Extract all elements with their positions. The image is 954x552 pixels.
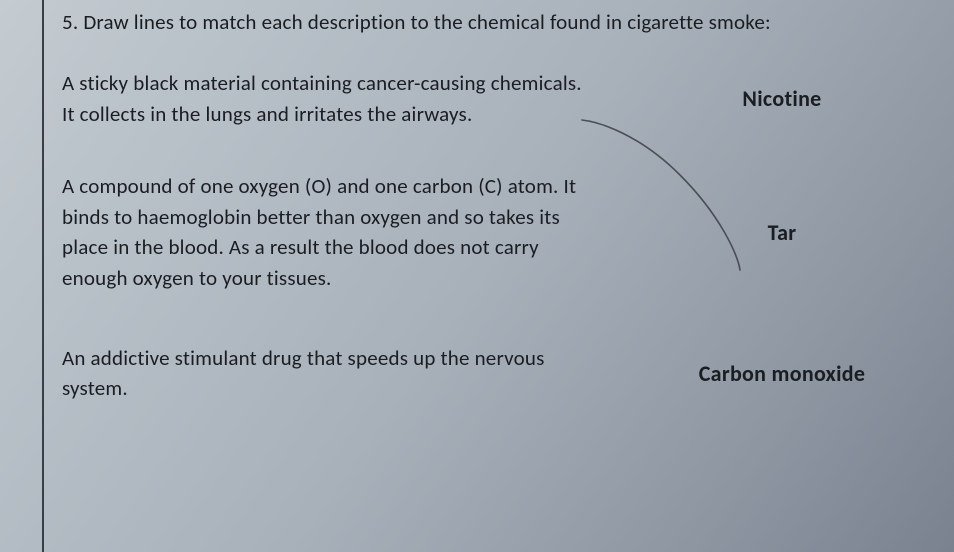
chemical-2: Tar [582,219,942,246]
question-instruction: 5. Draw lines to match each description … [62,8,942,36]
match-row-1: A sticky black material containing cance… [62,68,942,129]
match-row-2: A compound of one oxygen (O) and one car… [62,171,942,293]
description-2: A compound of one oxygen (O) and one car… [62,171,582,293]
question-number: 5. [62,9,78,35]
chemical-3: Carbon monoxide [582,360,942,387]
description-1: A sticky black material containing cance… [62,68,582,129]
description-3: An addictive stimulant drug that speeds … [62,343,582,404]
match-row-3: An addictive stimulant drug that speeds … [62,343,942,404]
chemical-1: Nicotine [582,85,942,112]
instruction-text: Draw lines to match each description to … [83,9,771,35]
worksheet-page: 5. Draw lines to match each description … [42,0,942,552]
